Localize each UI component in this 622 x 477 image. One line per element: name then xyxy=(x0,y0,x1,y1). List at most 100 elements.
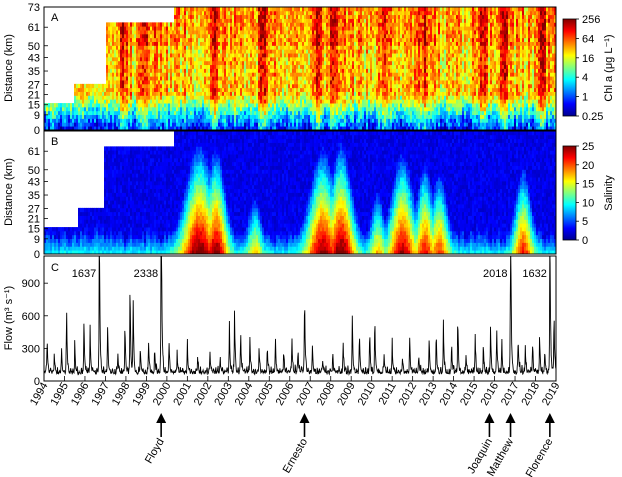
chl-a-cell xyxy=(244,114,247,119)
chl-a-cell xyxy=(358,99,361,104)
chl-a-cell xyxy=(326,83,329,89)
chl-a-cell xyxy=(400,56,403,62)
chl-a-cell xyxy=(288,122,291,127)
chl-a-cell xyxy=(144,91,147,96)
chl-a-cell xyxy=(130,60,133,66)
chl-a-cell xyxy=(368,68,371,73)
chl-a-cell xyxy=(358,110,361,116)
chl-a-cell xyxy=(156,30,159,35)
chl-a-cell xyxy=(226,33,229,39)
chl-a-cell xyxy=(142,80,145,85)
chl-a-cell xyxy=(148,72,151,77)
chl-a-cell xyxy=(164,45,167,50)
chl-a-cell xyxy=(226,80,229,85)
chl-a-cell xyxy=(208,64,211,69)
chl-a-cell xyxy=(274,99,277,104)
chl-a-cell xyxy=(158,106,161,112)
chl-a-cell xyxy=(66,118,69,123)
chl-a-cell xyxy=(394,72,397,77)
chl-a-cell xyxy=(234,106,237,112)
chl-a-cell xyxy=(232,37,235,42)
chl-a-cell xyxy=(336,64,339,69)
chl-a-cell xyxy=(244,56,247,62)
chl-a-cell xyxy=(44,114,47,119)
chl-a-cell xyxy=(258,45,261,50)
chl-a-cell xyxy=(164,110,167,116)
chl-a-cell xyxy=(280,103,283,108)
chl-a-cell xyxy=(130,83,133,89)
chl-a-cell xyxy=(108,45,111,50)
chl-a-cell xyxy=(188,110,191,116)
chl-a-cell xyxy=(206,18,209,23)
chl-a-cell xyxy=(210,22,213,27)
chl-a-cell xyxy=(328,122,331,127)
chl-a-cell xyxy=(76,95,79,100)
chl-a-cell xyxy=(192,60,195,66)
chl-a-cell xyxy=(226,122,229,127)
chl-a-cell xyxy=(292,114,295,119)
chl-a-cell xyxy=(366,122,369,127)
chl-a-cell xyxy=(234,126,237,130)
chl-a-cell xyxy=(402,64,405,69)
chl-a-cell xyxy=(220,22,223,27)
chl-a-cell xyxy=(196,49,199,54)
chl-a-cell xyxy=(46,106,49,112)
chl-a-cell xyxy=(302,80,305,85)
chl-a-cell xyxy=(326,103,329,108)
chl-a-cell xyxy=(322,33,325,39)
chl-a-cell xyxy=(234,14,237,19)
chl-a-cell xyxy=(80,99,83,104)
chl-a-cell xyxy=(398,14,401,19)
chl-a-cell xyxy=(366,64,369,69)
chl-a-cell xyxy=(350,41,353,46)
chl-a-cell xyxy=(240,122,243,127)
chl-a-cell xyxy=(68,103,71,108)
chl-a-cell xyxy=(406,106,409,112)
chl-a-cell xyxy=(346,76,349,81)
chl-a-cell xyxy=(388,7,391,12)
chl-a-cell xyxy=(354,14,357,19)
chl-a-cell xyxy=(164,30,167,35)
chl-a-cell xyxy=(382,80,385,85)
chl-a-cell xyxy=(210,126,213,130)
chl-a-cell xyxy=(260,99,263,104)
chl-a-cell xyxy=(340,64,343,69)
chl-a-cell xyxy=(372,41,375,46)
chl-a-cell xyxy=(398,7,401,12)
chl-a-cell xyxy=(168,114,171,119)
chl-a-cell xyxy=(174,114,177,119)
chl-a-cell xyxy=(232,110,235,116)
chl-a-cell xyxy=(176,22,179,27)
chl-a-cell xyxy=(362,30,365,35)
chl-a-cell xyxy=(138,95,141,100)
chl-a-cell xyxy=(110,76,113,81)
chl-a-cell xyxy=(342,10,345,16)
chl-a-cell xyxy=(228,37,231,42)
chl-a-cell xyxy=(190,18,193,23)
chl-a-cell xyxy=(254,95,257,100)
chl-a-cell xyxy=(142,114,145,119)
chl-a-cell xyxy=(336,118,339,123)
chl-a-cell xyxy=(286,64,289,69)
chl-a-cell xyxy=(262,64,265,69)
chl-a-cell xyxy=(226,72,229,77)
chl-a-cell xyxy=(344,122,347,127)
chl-a-cell xyxy=(188,118,191,123)
chl-a-cell xyxy=(296,18,299,23)
chl-a-cell xyxy=(330,91,333,96)
chl-a-cell xyxy=(268,60,271,66)
chl-a-cell xyxy=(298,114,301,119)
chl-a-cell xyxy=(376,60,379,66)
chl-a-cell xyxy=(270,14,273,19)
chl-a-cell xyxy=(160,91,163,96)
chl-a-cell xyxy=(188,41,191,46)
chl-a-cell xyxy=(94,87,97,92)
chl-a-cell xyxy=(350,103,353,108)
chl-a-cell xyxy=(266,83,269,89)
chl-a-cell xyxy=(56,122,59,127)
chl-a-cell xyxy=(340,126,343,130)
chl-a-cell xyxy=(284,56,287,62)
chl-a-cell xyxy=(320,49,323,54)
chl-a-cell xyxy=(346,99,349,104)
chl-a-cell xyxy=(176,56,179,62)
